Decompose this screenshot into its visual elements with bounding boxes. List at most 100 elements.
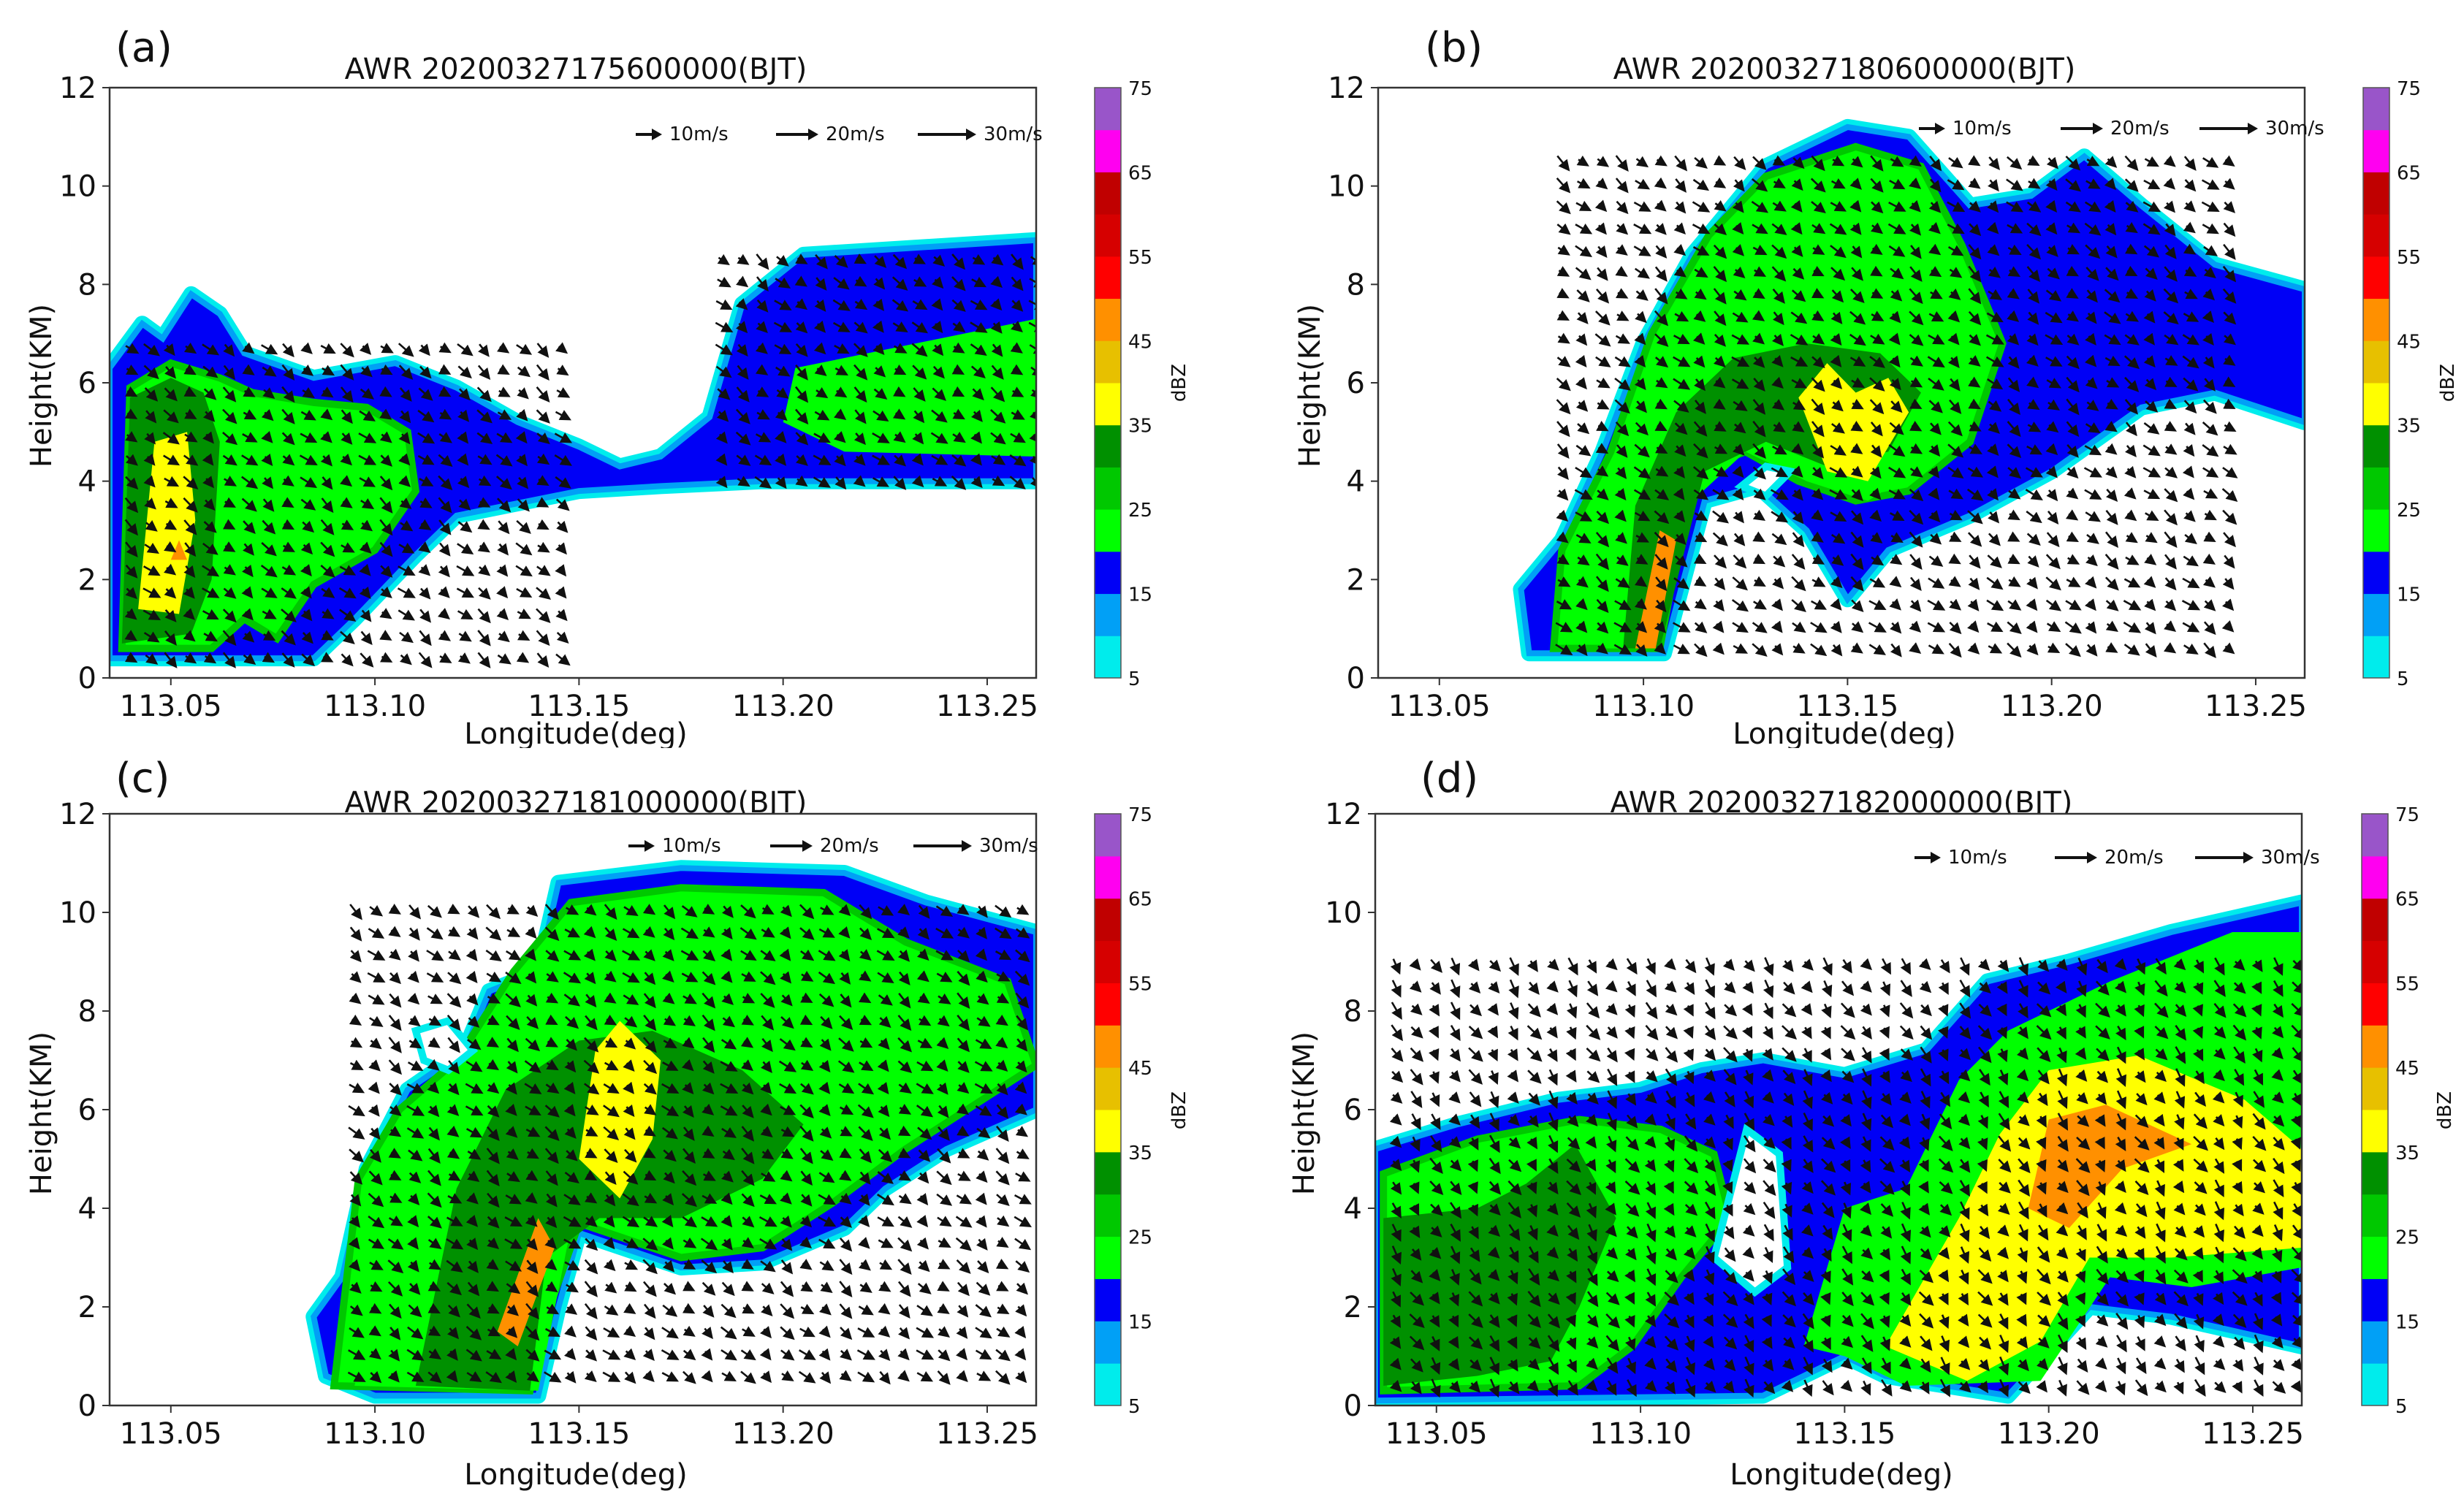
panel-label: (c) [115,755,170,802]
wind-arrow [438,519,452,535]
wind-arrow [715,431,728,444]
reflectivity-field [1375,814,2302,1405]
wind-arrow [183,565,196,578]
colorbar-segment [1095,467,1121,510]
wind-arrow [262,519,276,535]
panel-c: (c) AWR 20200327181000000(BJT) 0 2 4 6 8 10 12… [0,748,1232,1496]
colorbar-segment [2363,298,2389,341]
colorbar-tick-label: 55 [1128,247,1152,269]
wind-arrow [338,587,357,599]
vector-key-label: 30m/s [984,123,1043,145]
colorbar-tick-label: 25 [1128,1227,1152,1249]
colorbar-segment [2362,1278,2388,1321]
wind-arrow [261,430,273,443]
colorbar-segment [2362,814,2388,857]
wind-arrow [379,630,392,641]
wind-arrow [281,587,297,599]
wind-arrow [398,365,414,380]
wind-arrow [124,519,138,536]
wind-arrow [794,386,809,403]
panel-label: (d) [1421,755,1478,802]
wind-arrow [143,631,160,643]
colorbar-tick-label: 5 [2395,1396,2408,1418]
colorbar-segment [1095,636,1121,679]
wind-arrow [359,343,372,355]
wind-arrow [834,476,847,490]
wind-arrow [321,386,334,398]
colorbar-segment [1095,383,1121,426]
wind-arrow [184,542,197,557]
wind-arrow [183,476,199,490]
wind-arrow [380,454,393,467]
wind-arrow [495,586,509,599]
wind-arrow [556,387,571,398]
wind-arrow [478,564,491,576]
wind-arrow [320,541,335,557]
colorbar-tick-label: 55 [2395,973,2419,995]
colorbar-segment [1095,129,1121,172]
wind-arrow [477,630,491,646]
wind-arrow [536,587,552,600]
wind-arrow [145,410,157,424]
wind-arrow [517,498,530,512]
wind-arrow [438,342,452,354]
wind-arrow [322,365,335,376]
chart-c: (c) AWR 20200327181000000(BJT) 024681012… [25,755,1190,1492]
reflectivity-field [110,814,1036,1405]
wind-arrow [419,587,431,600]
wind-arrow [438,565,450,578]
colorbar-segment [2363,467,2389,510]
panel-label: (b) [1425,24,1483,72]
wind-arrow [536,343,550,358]
wind-arrow [516,519,531,534]
wind-arrow [379,476,393,491]
wind-arrow [833,430,846,443]
x-tick-label: 113.25 [2205,690,2307,723]
wind-arrow [320,431,332,443]
wind-arrow [222,519,236,530]
wind-arrow [419,630,432,646]
wind-arrow [457,343,474,356]
wind-arrow [222,408,237,424]
colorbar-tick-label: 15 [1128,584,1152,606]
vector-key-label: 30m/s [979,835,1038,857]
wind-arrow [321,630,334,641]
x-tick-label: 113.10 [1589,1417,1692,1451]
wind-arrow [142,565,161,576]
x-tick-label: 113.20 [1998,1417,2100,1451]
colorbar-segment [2362,1236,2388,1279]
wind-arrow [833,277,850,290]
x-axis-label: Longitude(deg) [464,717,688,748]
colorbar-segment [1095,593,1121,636]
x-tick-label: 113.20 [732,690,834,723]
wind-arrow [715,453,728,466]
wind-arrow [457,543,474,554]
wind-arrow [243,520,256,534]
wind-arrow [775,453,787,466]
wind-arrow [834,408,847,420]
wind-arrow [202,609,219,620]
wind-arrow [756,299,769,313]
wind-arrow [398,432,411,445]
wind-arrow [142,587,161,598]
wind-arrow [735,431,751,446]
colorbar-tick-label: 15 [2395,1311,2419,1333]
wind-arrow [813,342,826,355]
wind-arrow [163,409,179,424]
wind-arrow [320,519,335,535]
colorbar-tick-label: 5 [2397,668,2409,690]
wind-arrow [497,630,510,643]
wind-arrow [756,276,769,292]
vector-key-label: 20m/s [2110,118,2170,140]
wind-arrow [814,299,826,312]
wind-arrow [495,476,512,490]
colorbar-segment [1095,340,1121,384]
wind-arrow [717,276,731,288]
colorbar-tick-label: 15 [2397,584,2421,606]
wind-arrow [299,454,318,465]
vector-key-label: 30m/s [2265,118,2324,140]
x-tick-label: 113.25 [936,1417,1038,1451]
wind-arrow [262,476,273,489]
